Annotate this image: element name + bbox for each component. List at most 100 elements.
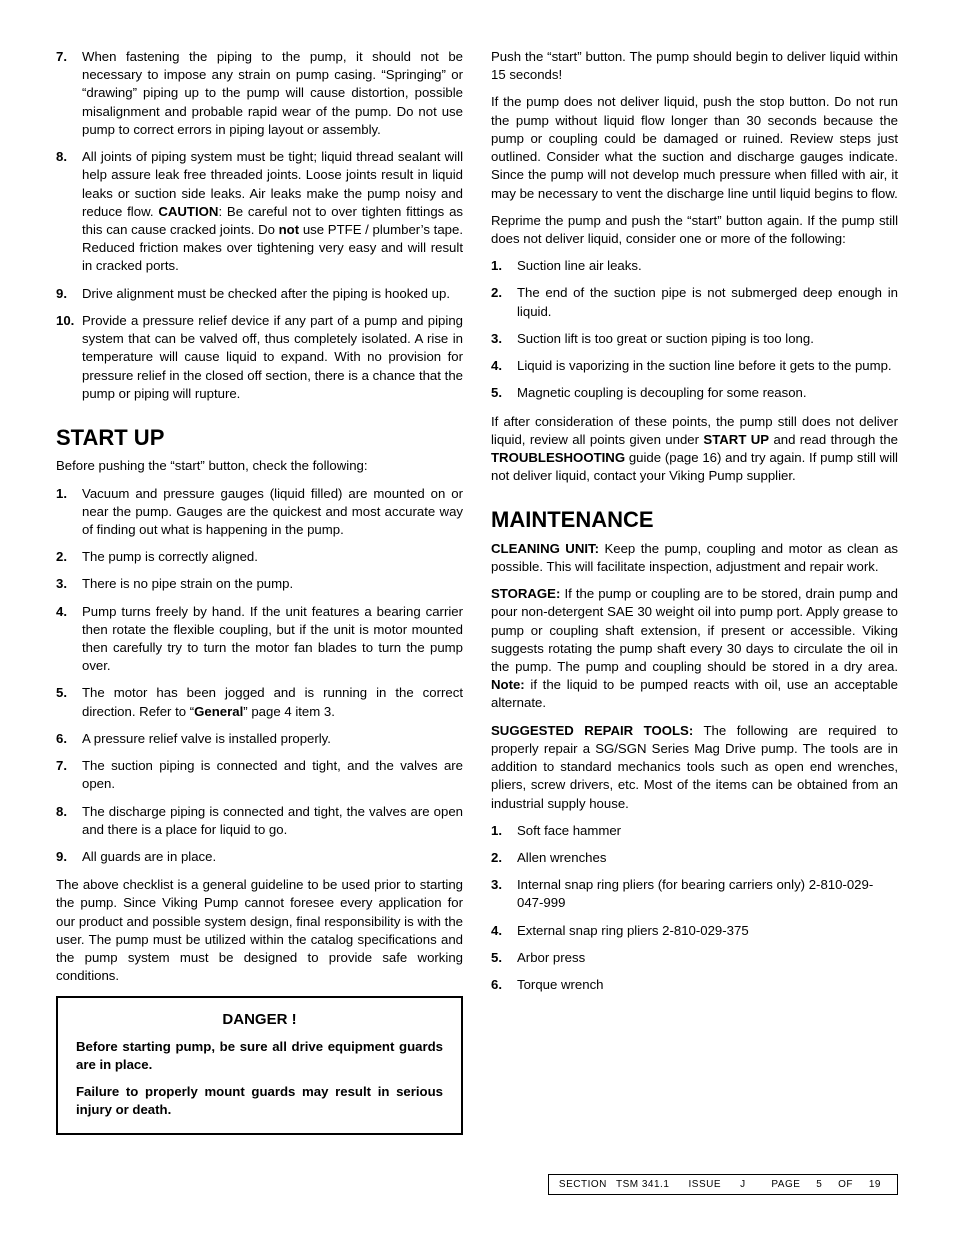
list-item: 5.Arbor press bbox=[491, 949, 898, 967]
list-item-text: Soft face hammer bbox=[517, 822, 898, 840]
list-item-number: 4. bbox=[56, 603, 82, 676]
start-up-intro: Before pushing the “start” button, check… bbox=[56, 457, 463, 475]
list-item-text: The pump is correctly aligned. bbox=[82, 548, 463, 566]
no-liquid-para: If the pump does not deliver liquid, pus… bbox=[491, 93, 898, 202]
list-item-number: 4. bbox=[491, 357, 517, 375]
list-item-number: 5. bbox=[491, 384, 517, 402]
list-item-text: The discharge piping is connected and ti… bbox=[82, 803, 463, 839]
list-item-number: 5. bbox=[491, 949, 517, 967]
footer-page-value: 5 bbox=[816, 1179, 822, 1190]
causes-list: 1.Suction line air leaks.2.The end of th… bbox=[491, 257, 898, 402]
list-item: 4.Pump turns freely by hand. If the unit… bbox=[56, 603, 463, 676]
list-item-number: 6. bbox=[491, 976, 517, 994]
list-item: 1.Soft face hammer bbox=[491, 822, 898, 840]
list-item: 3.Internal snap ring pliers (for bearing… bbox=[491, 876, 898, 912]
list-item-number: 1. bbox=[491, 822, 517, 840]
list-item-number: 3. bbox=[491, 330, 517, 348]
list-item: 4.External snap ring pliers 2-810-029-37… bbox=[491, 922, 898, 940]
installation-list-continued: 7.When fastening the piping to the pump,… bbox=[56, 48, 463, 403]
danger-title: DANGER ! bbox=[76, 1010, 443, 1031]
list-item-number: 5. bbox=[56, 684, 82, 720]
list-item-text: The motor has been jogged and is running… bbox=[82, 684, 463, 720]
list-item-text: Drive alignment must be checked after th… bbox=[82, 285, 463, 303]
list-item: 6.A pressure relief valve is installed p… bbox=[56, 730, 463, 748]
list-item: 2.The end of the suction pipe is not sub… bbox=[491, 284, 898, 320]
page-footer: SECTION TSM 341.1 ISSUE J PAGE 5 OF 19 bbox=[548, 1174, 898, 1195]
list-item: 9.All guards are in place. bbox=[56, 848, 463, 866]
page: 7.When fastening the piping to the pump,… bbox=[0, 0, 954, 1235]
list-item-text: Liquid is vaporizing in the suction line… bbox=[517, 357, 898, 375]
danger-text-1: Before starting pump, be sure all drive … bbox=[76, 1038, 443, 1074]
reprime-para: Reprime the pump and push the “start” bu… bbox=[491, 212, 898, 248]
list-item: 5.The motor has been jogged and is runni… bbox=[56, 684, 463, 720]
list-item: 8.All joints of piping system must be ti… bbox=[56, 148, 463, 276]
list-item-number: 1. bbox=[491, 257, 517, 275]
footer-issue-label: ISSUE bbox=[689, 1179, 722, 1190]
list-item-text: The suction piping is connected and tigh… bbox=[82, 757, 463, 793]
list-item: 2.The pump is correctly aligned. bbox=[56, 548, 463, 566]
start-up-outro: The above checklist is a general guideli… bbox=[56, 876, 463, 985]
two-column-layout: 7.When fastening the piping to the pump,… bbox=[56, 48, 898, 1135]
list-item-text: Allen wrenches bbox=[517, 849, 898, 867]
list-item-number: 7. bbox=[56, 48, 82, 139]
storage-para: STORAGE: If the pump or coupling are to … bbox=[491, 585, 898, 713]
list-item-text: When fastening the piping to the pump, i… bbox=[82, 48, 463, 139]
repair-tools-para: SUGGESTED REPAIR TOOLS: The following ar… bbox=[491, 722, 898, 813]
footer-total-pages: 19 bbox=[869, 1179, 881, 1190]
list-item-text: Suction lift is too great or suction pip… bbox=[517, 330, 898, 348]
list-item: 8.The discharge piping is connected and … bbox=[56, 803, 463, 839]
list-item: 10.Provide a pressure relief device if a… bbox=[56, 312, 463, 403]
list-item-text: Pump turns freely by hand. If the unit f… bbox=[82, 603, 463, 676]
list-item-text: Suction line air leaks. bbox=[517, 257, 898, 275]
list-item-text: Torque wrench bbox=[517, 976, 898, 994]
footer-page-label: PAGE bbox=[771, 1179, 800, 1190]
list-item: 1.Vacuum and pressure gauges (liquid fil… bbox=[56, 485, 463, 540]
list-item-text: Internal snap ring pliers (for bearing c… bbox=[517, 876, 898, 912]
list-item-text: Vacuum and pressure gauges (liquid fille… bbox=[82, 485, 463, 540]
list-item: 9.Drive alignment must be checked after … bbox=[56, 285, 463, 303]
push-start-para: Push the “start” button. The pump should… bbox=[491, 48, 898, 84]
list-item-text: External snap ring pliers 2-810-029-375 bbox=[517, 922, 898, 940]
start-up-heading: START UP bbox=[56, 423, 463, 453]
list-item-number: 6. bbox=[56, 730, 82, 748]
start-up-check-list: 1.Vacuum and pressure gauges (liquid fil… bbox=[56, 485, 463, 867]
list-item-number: 2. bbox=[491, 284, 517, 320]
list-item: 6.Torque wrench bbox=[491, 976, 898, 994]
danger-text-2: Failure to properly mount guards may res… bbox=[76, 1083, 443, 1119]
list-item-number: 1. bbox=[56, 485, 82, 540]
list-item-number: 7. bbox=[56, 757, 82, 793]
list-item-number: 8. bbox=[56, 148, 82, 276]
list-item-number: 10. bbox=[56, 312, 82, 403]
list-item-number: 8. bbox=[56, 803, 82, 839]
list-item: 4.Liquid is vaporizing in the suction li… bbox=[491, 357, 898, 375]
list-item: 3.Suction lift is too great or suction p… bbox=[491, 330, 898, 348]
list-item-number: 4. bbox=[491, 922, 517, 940]
danger-box: DANGER ! Before starting pump, be sure a… bbox=[56, 996, 463, 1136]
list-item-text: There is no pipe strain on the pump. bbox=[82, 575, 463, 593]
list-item-text: A pressure relief valve is installed pro… bbox=[82, 730, 463, 748]
list-item: 7.The suction piping is connected and ti… bbox=[56, 757, 463, 793]
list-item-number: 2. bbox=[56, 548, 82, 566]
list-item-text: All guards are in place. bbox=[82, 848, 463, 866]
list-item: 1.Suction line air leaks. bbox=[491, 257, 898, 275]
list-item: 5.Magnetic coupling is decoupling for so… bbox=[491, 384, 898, 402]
list-item-text: All joints of piping system must be tigh… bbox=[82, 148, 463, 276]
cleaning-unit-para: CLEANING UNIT: Keep the pump, coupling a… bbox=[491, 540, 898, 576]
list-item-text: Magnetic coupling is decoupling for some… bbox=[517, 384, 898, 402]
footer-issue-value: J bbox=[740, 1179, 746, 1190]
maintenance-heading: MAINTENANCE bbox=[491, 505, 898, 535]
footer-section-value: TSM 341.1 bbox=[616, 1179, 669, 1190]
list-item-number: 3. bbox=[491, 876, 517, 912]
footer-of-label: OF bbox=[838, 1179, 853, 1190]
list-item-text: Provide a pressure relief device if any … bbox=[82, 312, 463, 403]
list-item: 7.When fastening the piping to the pump,… bbox=[56, 48, 463, 139]
right-column: Push the “start” button. The pump should… bbox=[491, 48, 898, 1135]
list-item-number: 3. bbox=[56, 575, 82, 593]
list-item-number: 9. bbox=[56, 285, 82, 303]
after-consideration-para: If after consideration of these points, … bbox=[491, 413, 898, 486]
tools-list: 1.Soft face hammer2.Allen wrenches3.Inte… bbox=[491, 822, 898, 995]
footer-section-label: SECTION bbox=[559, 1179, 607, 1190]
list-item-text: Arbor press bbox=[517, 949, 898, 967]
left-column: 7.When fastening the piping to the pump,… bbox=[56, 48, 463, 1135]
list-item-text: The end of the suction pipe is not subme… bbox=[517, 284, 898, 320]
